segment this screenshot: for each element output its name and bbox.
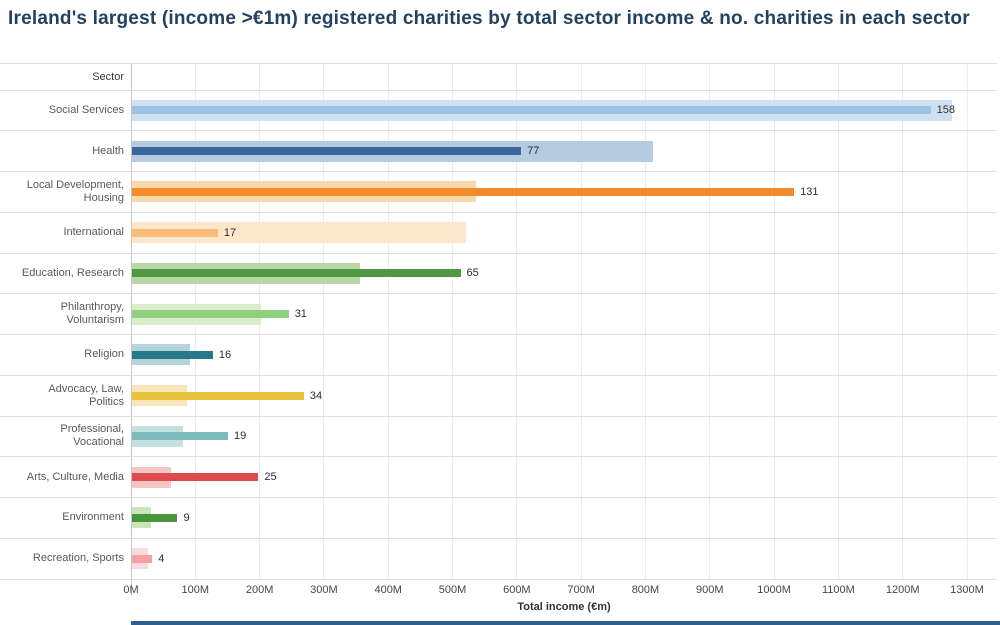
count-bar (132, 106, 931, 115)
row-divider (0, 456, 997, 458)
gridline-vertical (837, 64, 839, 579)
x-tick-label: 300M (310, 584, 338, 596)
sector-label: Social Services (48, 103, 124, 116)
count-label: 158 (936, 104, 955, 117)
count-label: 9 (183, 511, 190, 524)
count-bar (132, 187, 795, 196)
gridline-vertical (966, 64, 968, 579)
count-bar (132, 147, 522, 156)
count-label: 65 (466, 267, 479, 280)
count-bar (132, 228, 218, 237)
sector-label: Advocacy, Law, Politics (48, 382, 124, 408)
gridline-vertical (387, 64, 389, 579)
gridline-vertical (644, 64, 646, 579)
x-tick-label: 700M (567, 584, 595, 596)
count-bar (132, 473, 259, 482)
row-divider (0, 211, 997, 213)
x-tick-label: 600M (503, 584, 531, 596)
sector-column-header: Sector (92, 71, 124, 83)
bottom-divider (131, 621, 1000, 625)
x-tick-label: 200M (245, 584, 274, 596)
row-divider (0, 171, 997, 172)
x-tick-label: 1300M (950, 584, 984, 596)
row-divider (0, 537, 997, 539)
gridline-vertical (323, 64, 325, 579)
count-bar (132, 513, 178, 522)
sector-label: Arts, Culture, Media (26, 470, 124, 483)
count-label: 77 (527, 145, 540, 158)
count-label: 19 (234, 430, 247, 443)
sector-label: Philanthropy, Voluntarism (60, 301, 124, 327)
row-divider (0, 374, 997, 376)
sector-label: Professional, Vocational (60, 423, 124, 449)
gridline-vertical (773, 64, 775, 579)
sector-label: Local Development, Housing (26, 178, 124, 204)
gridline-vertical (902, 64, 904, 579)
row-divider (0, 252, 997, 254)
x-tick-label: 500M (438, 584, 467, 596)
count-label: 34 (309, 389, 323, 402)
x-axis-title: Total income (€m) (517, 601, 611, 613)
gridline-vertical (580, 64, 582, 579)
count-label: 17 (223, 226, 237, 239)
y-axis-line (130, 64, 132, 596)
x-tick-label: 400M (374, 584, 402, 596)
count-label: 4 (158, 552, 165, 565)
gridline-vertical (709, 64, 711, 579)
x-tick-label: 900M (696, 584, 724, 596)
gridline-vertical (452, 64, 454, 579)
count-label: 131 (800, 185, 819, 198)
count-bar (132, 391, 304, 400)
row-divider (0, 89, 997, 91)
count-label: 16 (218, 348, 232, 361)
sector-label: Education, Research (21, 266, 124, 279)
income-bar (132, 222, 467, 244)
sector-label: Religion (84, 348, 124, 361)
count-bar (132, 350, 213, 359)
count-bar (132, 432, 229, 441)
x-tick-label: 1200M (885, 584, 920, 596)
x-tick-label: 0M (123, 584, 139, 596)
row-divider (0, 130, 997, 132)
x-tick-label: 1000M (757, 584, 791, 596)
count-label: 31 (294, 308, 307, 321)
row-divider (0, 415, 997, 417)
sector-label: Health (92, 144, 124, 157)
count-bar (132, 269, 461, 278)
count-bar (132, 310, 289, 319)
sector-label: Environment (62, 511, 124, 524)
gridline-vertical (516, 64, 518, 579)
row-divider (0, 334, 997, 335)
count-label: 25 (264, 471, 277, 484)
chart-title: Ireland's largest (income >€1m) register… (8, 8, 970, 29)
x-tick-label: 100M (181, 584, 210, 596)
count-bar (132, 554, 153, 563)
row-divider (0, 497, 997, 498)
x-tick-label: 800M (631, 584, 660, 596)
row-divider (0, 293, 997, 295)
sector-label: International (63, 226, 124, 239)
plot-top-border (0, 63, 997, 64)
sector-label: Recreation, Sports (32, 552, 124, 565)
x-tick-label: 1100M (821, 584, 855, 596)
row-divider (0, 578, 997, 580)
